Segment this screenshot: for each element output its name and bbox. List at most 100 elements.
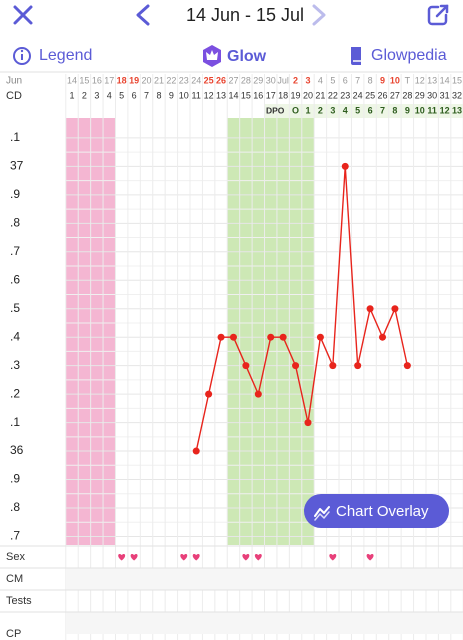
date-label: 27 [228, 75, 238, 85]
dpo-label: DPO [266, 105, 285, 115]
date-label: 9 [380, 75, 385, 85]
share-icon[interactable] [427, 4, 449, 26]
log-row-label: Tests [6, 595, 32, 607]
temperature-point [403, 362, 411, 370]
cd-number: 2 [82, 90, 87, 100]
cd-number: 8 [156, 90, 161, 100]
date-label: 14 [440, 75, 450, 85]
prev-arrow[interactable] [136, 4, 150, 26]
cd-number: 7 [144, 90, 149, 100]
log-row-bg [65, 568, 463, 590]
legend-tab[interactable]: Legend [13, 47, 92, 65]
dpo-number: 1 [305, 105, 310, 115]
y-tick-label: .1 [10, 130, 20, 144]
glow-tab[interactable]: Glow [203, 45, 267, 67]
cd-number: 29 [415, 90, 425, 100]
cd-number: 18 [278, 90, 288, 100]
cd-number: 19 [291, 90, 301, 100]
log-row-bg [65, 612, 463, 634]
log-row-label: CM [6, 573, 23, 585]
dpo-number: 13 [452, 105, 462, 115]
glowpedia-tab[interactable]: Glowpedia [351, 47, 447, 65]
date-label: 22 [166, 75, 176, 85]
cd-label: CD [6, 90, 22, 102]
temperature-point [205, 390, 213, 398]
temperature-point [341, 162, 349, 170]
y-tick-label: .8 [10, 500, 20, 514]
cd-number: 28 [402, 90, 412, 100]
cd-number: 30 [427, 90, 437, 100]
chart-overlay-label: Chart Overlay [336, 503, 429, 520]
heart [254, 553, 262, 561]
temperature-point [366, 305, 374, 313]
date-label: 15 [79, 75, 89, 85]
next-arrow[interactable] [312, 4, 326, 26]
chart-overlay-button[interactable]: Chart Overlay [304, 494, 449, 528]
y-tick-label: .9 [10, 187, 20, 201]
dpo-number: 2 [318, 105, 323, 115]
y-tick-label: .4 [10, 329, 20, 343]
date-label: 28 [241, 75, 251, 85]
temperature-point [217, 333, 225, 341]
cd-number: 16 [253, 90, 263, 100]
cd-number: 27 [390, 90, 400, 100]
cd-number: 11 [192, 90, 201, 100]
y-tick-label: .3 [10, 358, 20, 372]
legend-tab-label: Legend [39, 47, 92, 64]
cd-number: 3 [94, 90, 99, 100]
dpo-number: 11 [427, 105, 437, 115]
dpo-number: O [292, 105, 299, 115]
temperature-point [229, 333, 237, 341]
y-tick-label: .7 [10, 529, 20, 543]
temperature-point [192, 447, 200, 455]
cd-number: 4 [107, 90, 112, 100]
cd-number: 5 [119, 90, 124, 100]
date-label: 16 [92, 75, 102, 85]
date-label: 21 [154, 75, 164, 85]
date-label: 24 [191, 75, 201, 85]
date-label: 19 [129, 75, 139, 85]
temperature-point [242, 362, 250, 370]
date-label: 14 [67, 75, 77, 85]
date-label: 26 [216, 75, 226, 85]
fertile-band [227, 118, 315, 545]
cd-number: 24 [353, 90, 363, 100]
dpo-number: 9 [405, 105, 410, 115]
cd-number: 17 [266, 90, 276, 100]
cd-number: 15 [241, 90, 251, 100]
heart [180, 553, 188, 561]
glowpedia-tab-label: Glowpedia [371, 47, 447, 64]
y-tick-label: .5 [10, 301, 20, 315]
cd-number: 21 [315, 90, 325, 100]
temperature-point [304, 419, 312, 427]
date-label: 15 [452, 75, 462, 85]
cd-number: 12 [204, 90, 214, 100]
temperature-point [329, 362, 337, 370]
cd-number: 10 [179, 90, 189, 100]
log-row-label: Sex [6, 551, 25, 563]
cd-number: 23 [340, 90, 350, 100]
temperature-point [279, 333, 287, 341]
y-tick-label: .9 [10, 472, 20, 486]
cd-number: 20 [303, 90, 313, 100]
date-label: Jul [277, 75, 289, 85]
date-label: 13 [427, 75, 437, 85]
date-label: 8 [368, 75, 373, 85]
cd-number: 25 [365, 90, 375, 100]
temperature-point [391, 305, 399, 313]
y-tick-label: .8 [10, 215, 20, 229]
y-tick-label: 36 [10, 443, 24, 457]
dpo-number: 8 [392, 105, 397, 115]
date-label: 3 [305, 75, 310, 85]
cd-number: 6 [132, 90, 137, 100]
heart [366, 553, 374, 561]
dpo-number: 7 [380, 105, 385, 115]
date-label: 10 [390, 75, 400, 85]
cd-number: 13 [216, 90, 226, 100]
date-label: 29 [253, 75, 263, 85]
close-icon[interactable] [13, 5, 33, 25]
heart [329, 553, 337, 561]
log-row-label: CP [6, 628, 21, 640]
